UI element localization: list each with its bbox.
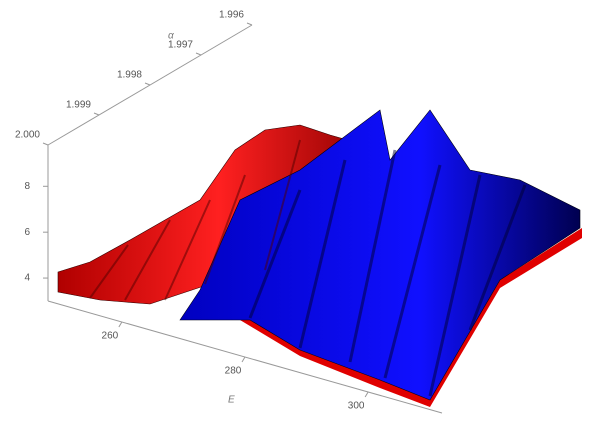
x-tick-label: 260 bbox=[102, 331, 119, 342]
y-tick bbox=[195, 52, 202, 56]
x-tick-label: 300 bbox=[348, 401, 365, 412]
y-tick bbox=[42, 142, 49, 146]
z-tick-label: 4 bbox=[24, 273, 30, 284]
y-tick-label: 1.998 bbox=[117, 70, 142, 81]
z-tick-label: 6 bbox=[24, 227, 30, 238]
x-axis-title: E bbox=[228, 395, 235, 406]
y-tick-label: 1.999 bbox=[66, 100, 91, 111]
y-axis-title: α bbox=[168, 31, 174, 42]
y-tick-label: 1.996 bbox=[219, 10, 244, 21]
x-tick bbox=[241, 356, 246, 363]
y-tick-label: 2.000 bbox=[15, 130, 40, 141]
x-tick-label: 280 bbox=[225, 366, 242, 377]
y-tick-label: 1.997 bbox=[168, 40, 193, 51]
y-tick bbox=[144, 82, 151, 86]
x-tick bbox=[364, 391, 369, 398]
blue-surface bbox=[179, 109, 581, 401]
x-tick bbox=[118, 321, 123, 328]
surface-shading bbox=[248, 149, 527, 397]
surface-shading bbox=[89, 139, 301, 301]
y-tick bbox=[246, 22, 253, 26]
z-tick-label: 8 bbox=[24, 181, 30, 192]
surfaces bbox=[57, 109, 582, 407]
y-tick bbox=[93, 112, 100, 116]
